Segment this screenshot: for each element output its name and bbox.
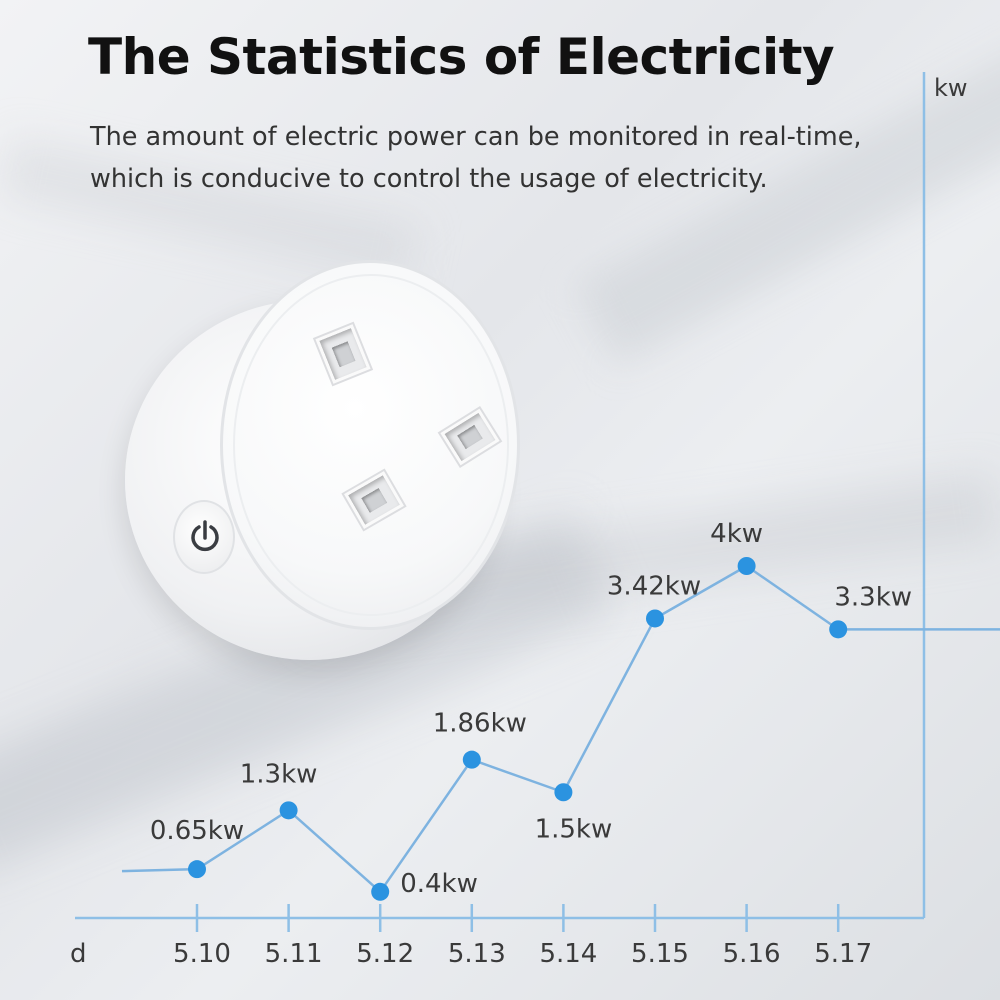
data-label: 3.3kw [834, 582, 912, 612]
x-tick-label: 5.13 [448, 939, 506, 969]
data-point [279, 801, 298, 820]
x-tick-label: 5.10 [173, 939, 231, 969]
data-point [829, 620, 848, 639]
data-points [188, 557, 848, 901]
data-label: 4kw [710, 519, 763, 549]
data-point [737, 557, 756, 575]
page-subtitle: The amount of electric power can be moni… [90, 122, 862, 194]
x-tick-label: 5.15 [631, 939, 689, 969]
x-tick-label: 5.11 [265, 939, 323, 969]
data-label: 0.65kw [150, 816, 244, 846]
power-icon [191, 520, 219, 552]
x-axis-label: d [70, 939, 87, 969]
data-label: 1.3kw [240, 759, 318, 789]
smart-plug-icon [125, 260, 525, 660]
data-point [554, 783, 573, 802]
x-axis-ticks: 5.10 5.11 5.12 5.13 5.14 5.15 5.16 5.17 [173, 904, 872, 969]
line-lead-in [121, 867, 198, 873]
data-label: 1.86kw [433, 709, 527, 739]
plug-face-ring [233, 274, 509, 616]
data-point [646, 609, 664, 628]
x-tick-label: 5.17 [814, 939, 872, 969]
data-label: 1.5kw [535, 814, 613, 844]
x-tick-label: 5.12 [356, 939, 414, 969]
x-tick-label: 5.16 [723, 939, 781, 969]
page-title: The Statistics of Electricity [88, 28, 835, 86]
data-point [371, 882, 390, 901]
data-label: 3.42kw [607, 571, 701, 601]
power-button[interactable] [173, 500, 235, 574]
chart-axes [75, 72, 1000, 920]
data-labels: 0.65kw 1.3kw 0.4kw 1.86kw 1.5kw 3.42kw 4kw 3.3k… [150, 519, 912, 899]
data-point [462, 750, 481, 769]
y-axis-label: kw [934, 74, 968, 102]
data-point [188, 860, 206, 879]
data-label: 0.4kw [400, 869, 478, 899]
series-line [196, 564, 839, 894]
x-tick-label: 5.14 [539, 939, 597, 969]
